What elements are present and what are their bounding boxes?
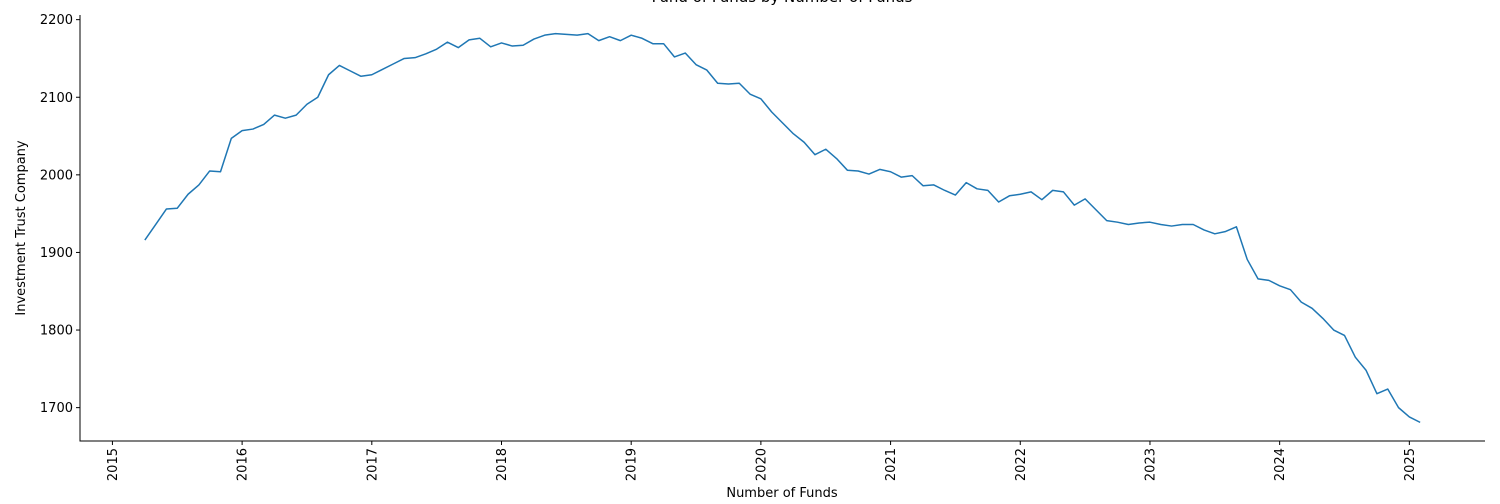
- x-tick-label: 2016: [236, 448, 251, 481]
- x-tick-label: 2024: [1273, 448, 1288, 481]
- y-tick-label: 2000: [40, 168, 73, 183]
- data-line: [144, 32, 1421, 424]
- chart-title: Fund of Funds by Number of Funds: [652, 0, 913, 6]
- y-tick-label: 1800: [40, 324, 73, 339]
- x-tick-label: 2025: [1403, 448, 1418, 481]
- y-tick-label: 2100: [40, 91, 73, 106]
- x-tick-label: 2019: [625, 448, 640, 481]
- y-tick-label: 1900: [40, 246, 73, 261]
- x-tick-label: 2017: [365, 448, 380, 481]
- x-axis-label: Number of Funds: [726, 486, 838, 500]
- x-tick-label: 2015: [106, 448, 121, 481]
- y-tick-label: 1700: [40, 401, 73, 416]
- x-tick-label: 2022: [1014, 448, 1029, 481]
- y-axis-label: Investment Trust Company: [14, 140, 29, 316]
- x-tick-label: 2018: [495, 448, 510, 481]
- x-tick-label: 2023: [1143, 448, 1158, 481]
- axis-spine: [79, 15, 1485, 442]
- x-tick-label: 2021: [884, 448, 899, 481]
- y-tick-label: 2200: [40, 13, 73, 28]
- x-tick-label: 2020: [754, 448, 769, 481]
